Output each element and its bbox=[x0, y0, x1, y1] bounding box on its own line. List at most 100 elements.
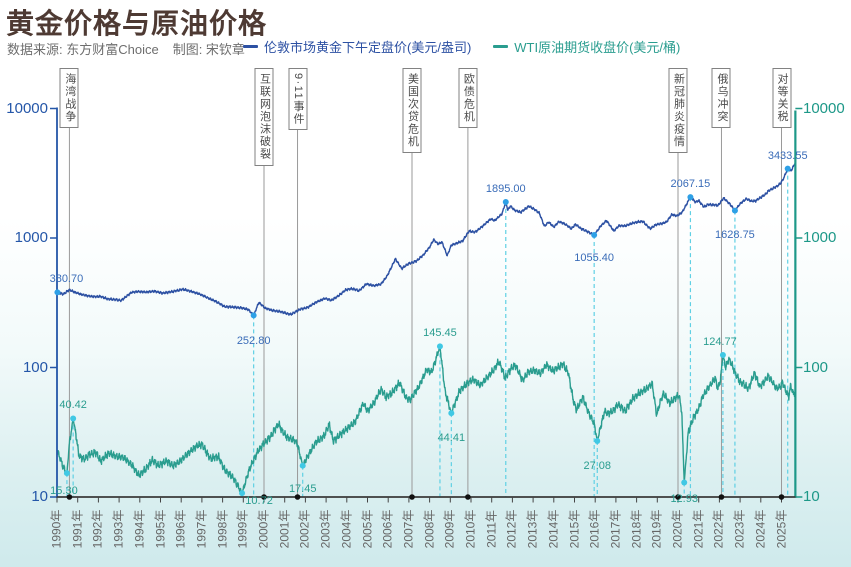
extreme-point-marker bbox=[731, 207, 738, 214]
event-dot bbox=[718, 494, 725, 500]
extreme-point-marker bbox=[594, 437, 601, 444]
data-label: 10.72 bbox=[245, 495, 273, 508]
extreme-point-marker bbox=[448, 410, 455, 417]
legend-label: 伦敦市场黄金下午定盘价(美元/盎司) bbox=[264, 40, 472, 55]
x-axis-label: 2023年 bbox=[732, 509, 747, 549]
x-axis-label: 2011年 bbox=[484, 510, 499, 548]
event-dot bbox=[675, 494, 681, 500]
data-label: 1895.00 bbox=[485, 183, 526, 196]
x-axis-label: 2001年 bbox=[277, 509, 292, 549]
legend-item-oil: WTI原油期货收盘价(美元/桶) bbox=[493, 37, 680, 56]
event-dot bbox=[465, 494, 471, 500]
data-label: 1628.75 bbox=[715, 228, 755, 241]
x-axis-label: 2015年 bbox=[567, 509, 581, 549]
x-axis-label: 2013年 bbox=[525, 509, 540, 549]
x-axis-label: 1991年 bbox=[70, 509, 85, 549]
y-axis-label-right: 10000 bbox=[803, 99, 845, 117]
data-label: 2067.15 bbox=[670, 178, 711, 191]
extreme-point-marker bbox=[591, 231, 598, 238]
event-annotation-box: 9·11事件 bbox=[288, 68, 308, 131]
legend-label: WTI原油期货收盘价(美元/桶) bbox=[514, 40, 681, 55]
extreme-point-marker bbox=[687, 194, 694, 201]
data-label: 252.80 bbox=[236, 335, 271, 348]
y-axis-label-right: 100 bbox=[803, 358, 829, 376]
event-annotation-box: 对等关税 bbox=[772, 68, 791, 128]
event-dot bbox=[261, 494, 267, 500]
event-annotation-box: 美国次贷危机 bbox=[402, 68, 422, 153]
x-axis-label: 2019年 bbox=[649, 509, 664, 549]
x-axis-label: 1993年 bbox=[111, 509, 126, 549]
event-dot bbox=[294, 494, 301, 500]
y-axis-label-right: 10 bbox=[803, 488, 820, 505]
data-label: 44.41 bbox=[437, 432, 466, 445]
x-axis-label: 2006年 bbox=[380, 509, 395, 549]
x-axis-label: 1997年 bbox=[194, 509, 209, 549]
y-axis-label-right: 1000 bbox=[803, 229, 837, 246]
x-axis-label: 2024年 bbox=[753, 509, 768, 549]
data-label: 1055.40 bbox=[574, 251, 615, 264]
event-annotation-box: 欧债危机 bbox=[458, 68, 478, 128]
event-annotation-box: 新冠肺炎疫情 bbox=[668, 68, 688, 153]
x-axis-label: 1998年 bbox=[215, 509, 230, 549]
x-axis-label: 2004年 bbox=[339, 509, 354, 549]
data-source-label: 数据来源: 东方财富Choice bbox=[7, 42, 159, 57]
extreme-point-marker bbox=[784, 165, 791, 172]
x-axis-label: 2022年 bbox=[711, 509, 726, 549]
gold-price-line bbox=[57, 162, 796, 316]
event-annotation-box: 互联网泡沫破裂 bbox=[254, 68, 274, 166]
data-label: 3433.55 bbox=[767, 149, 808, 162]
extreme-point-marker bbox=[299, 462, 306, 469]
y-axis-label-left: 10000 bbox=[6, 99, 48, 117]
x-axis-label: 2012年 bbox=[504, 509, 519, 549]
extreme-point-marker bbox=[502, 199, 509, 206]
data-label: 124.77 bbox=[703, 336, 737, 349]
x-axis-label: 1996年 bbox=[173, 509, 188, 549]
x-axis-label: 2005年 bbox=[360, 509, 374, 549]
legend-line-swatch bbox=[493, 45, 509, 48]
extreme-point-marker bbox=[250, 312, 257, 319]
x-axis-label: 2000年 bbox=[256, 509, 271, 549]
y-axis-label-left: 100 bbox=[22, 358, 48, 376]
x-axis-label: 2007年 bbox=[401, 509, 416, 549]
x-axis-label: 2018年 bbox=[629, 509, 644, 549]
x-axis-label: 2003年 bbox=[318, 509, 333, 549]
x-axis-label: 1992年 bbox=[90, 509, 105, 549]
extreme-point-marker bbox=[70, 415, 77, 422]
data-label: 145.45 bbox=[423, 327, 457, 340]
chart-author-label: 制图: 宋钦章 bbox=[172, 42, 245, 57]
data-label: 15.30 bbox=[50, 485, 78, 498]
data-label: 27.08 bbox=[583, 459, 612, 472]
x-axis-label: 1994年 bbox=[132, 509, 147, 549]
oil-price-line bbox=[56, 346, 796, 494]
extreme-point-marker bbox=[54, 289, 61, 296]
x-axis-label: 2025年 bbox=[774, 509, 788, 549]
page-title: 黄金价格与原油价格 bbox=[6, 8, 268, 39]
extreme-point-marker bbox=[719, 352, 726, 359]
y-axis-label-left: 10 bbox=[31, 488, 48, 505]
x-axis-label: 2016年 bbox=[587, 509, 602, 549]
event-annotation-box: 海湾战争 bbox=[59, 68, 79, 128]
x-axis-label: 2008年 bbox=[422, 509, 437, 549]
data-label: 380.70 bbox=[49, 273, 84, 286]
legend: 伦敦市场黄金下午定盘价(美元/盎司) WTI原油期货收盘价(美元/桶) bbox=[243, 37, 680, 56]
extreme-point-marker bbox=[63, 470, 70, 477]
data-label: 12.93 bbox=[670, 492, 698, 505]
event-annotation-box: 俄乌冲突 bbox=[711, 68, 731, 128]
x-axis-label: 2002年 bbox=[297, 509, 312, 549]
x-axis-label: 2017年 bbox=[608, 509, 623, 549]
x-axis-label: 2021年 bbox=[691, 509, 706, 549]
chart-subtitle: 数据来源: 东方财富Choice 制图: 宋钦章 bbox=[7, 39, 259, 58]
x-axis-label: 1999年 bbox=[235, 509, 250, 549]
data-label: 17.45 bbox=[288, 482, 317, 495]
event-dot bbox=[778, 494, 785, 500]
x-axis-label: 2014年 bbox=[546, 509, 561, 549]
event-dot bbox=[66, 494, 73, 500]
legend-line-swatch bbox=[243, 45, 258, 48]
extreme-point-marker bbox=[239, 490, 246, 497]
x-axis-label: 2020年 bbox=[670, 509, 685, 549]
x-axis-label: 2010年 bbox=[463, 509, 478, 549]
y-axis-label-left: 1000 bbox=[14, 229, 48, 246]
extreme-point-marker bbox=[436, 343, 443, 350]
legend-item-gold: 伦敦市场黄金下午定盘价(美元/盎司) bbox=[243, 37, 471, 56]
